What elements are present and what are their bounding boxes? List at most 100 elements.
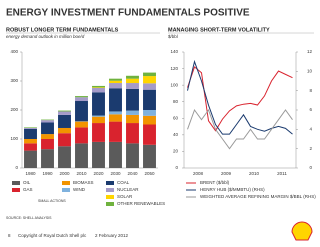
slide-title: ENERGY INVESTMENT FUNDAMENTALS POSITIVE	[6, 8, 250, 19]
bar-segment	[24, 150, 37, 168]
x-tick-label: 2010	[249, 171, 260, 176]
legend-label: WIND	[73, 187, 86, 192]
legend-swatch	[106, 188, 114, 192]
x-tick-label: 2010	[76, 171, 87, 176]
bar-segment	[126, 123, 139, 144]
y2-tick-label: 4	[309, 127, 312, 132]
legend-swatch	[106, 202, 114, 206]
bar-segment	[109, 114, 122, 122]
bar-segment	[92, 85, 105, 88]
legend-label: SOLAR	[117, 194, 133, 199]
legend-label: NUCLEAR	[117, 187, 139, 192]
bar-segment	[24, 127, 37, 128]
y-tick-label: 0	[15, 165, 18, 170]
annotation: SMALL ACTIONS	[38, 199, 66, 203]
bar-segment	[58, 133, 71, 147]
bar-segment	[109, 121, 122, 142]
legend-swatch	[106, 195, 114, 199]
legend-label: OIL	[23, 180, 31, 185]
chart-subtitle: energy demand outlook in million boe/d	[6, 34, 85, 39]
legend-swatch	[106, 181, 114, 185]
x-tick-label: 2000	[59, 171, 70, 176]
bar-segment	[24, 128, 37, 139]
legend-label: BRENT ($/bbl)	[200, 180, 230, 185]
x-tick-label: 2030	[110, 171, 121, 176]
x-tick-label: 2050	[144, 171, 155, 176]
x-tick-label: 1990	[42, 171, 53, 176]
bar-segment	[75, 127, 88, 144]
bar-segment	[109, 111, 122, 115]
legend-swatch	[62, 181, 70, 185]
bar-segment	[75, 143, 88, 168]
bar-segment	[58, 114, 71, 128]
y2-tick-label: 0	[309, 165, 312, 170]
bar-segment	[58, 111, 71, 115]
line	[187, 108, 293, 150]
source: SOURCE: SHELL ANALYSIS	[6, 216, 52, 220]
bar-segment	[126, 78, 139, 84]
bar-segment	[75, 101, 88, 122]
bar-segment	[143, 89, 156, 110]
y-tick-label: 100	[170, 82, 178, 87]
legend-swatch	[12, 188, 20, 192]
bar-segment	[126, 143, 139, 168]
x-tick-label: 1980	[25, 171, 36, 176]
bar-segment	[143, 124, 156, 145]
bar-segment	[24, 139, 37, 144]
y-tick-label: 40	[173, 132, 179, 137]
chart-title: MANAGING SHORT-TERM VOLATILITY	[168, 27, 270, 33]
bar-segment	[24, 143, 37, 151]
bar-segment	[92, 115, 105, 117]
y2-tick-label: 6	[309, 107, 312, 112]
bar-segment	[109, 88, 122, 112]
bar-segment	[41, 134, 54, 139]
y-tick-label: 300	[10, 78, 18, 83]
bar-segment	[24, 127, 37, 129]
page-number: 8	[8, 233, 11, 238]
y2-tick-label: 12	[307, 49, 313, 54]
bar-segment	[58, 110, 71, 112]
bar-segment	[126, 114, 139, 124]
x-tick-label: 2011	[277, 171, 287, 176]
legend-label: HENRY HUB ($/MMBTU) (RHS)	[200, 187, 265, 192]
bar-segment	[75, 121, 88, 128]
y2-tick-label: 8	[309, 88, 312, 93]
y2-tick-label: 10	[307, 69, 313, 74]
bar-segment	[75, 97, 88, 102]
bar-segment	[41, 120, 54, 123]
bar-segment	[92, 123, 105, 142]
x-tick-label: 2020	[93, 171, 104, 176]
axis-label: $/bbl	[168, 34, 178, 39]
y-tick-label: 200	[10, 107, 18, 112]
legend-label: GAS	[23, 187, 33, 192]
bar-segment	[41, 149, 54, 168]
bar-segment	[92, 141, 105, 168]
bar-segment	[58, 146, 71, 168]
bar-segment	[126, 83, 139, 89]
bar-segment	[75, 96, 88, 98]
bar-segment	[143, 115, 156, 125]
bar-segment	[41, 122, 54, 135]
y-tick-label: 100	[10, 136, 18, 141]
bar-segment	[109, 83, 122, 89]
chart-title: ROBUST LONGER TERM FUNDAMENTALS	[6, 27, 119, 33]
line	[187, 66, 293, 132]
bar-segment	[143, 110, 156, 116]
bar-segment	[143, 76, 156, 84]
y-tick-label: 20	[173, 149, 179, 154]
y-tick-label: 140	[170, 49, 178, 54]
legend-swatch	[62, 188, 70, 192]
legend-label: COAL	[117, 180, 130, 185]
legend-swatch	[12, 181, 20, 185]
bar-segment	[143, 72, 156, 77]
bar-segment	[126, 88, 139, 111]
bar-segment	[92, 87, 105, 93]
shell-logo	[291, 221, 313, 241]
legend-label: OTHER RENEWABLES	[117, 201, 165, 206]
y-tick-label: 0	[175, 165, 178, 170]
bar-segment	[109, 80, 122, 84]
bar-segment	[92, 116, 105, 124]
bar-segment	[126, 75, 139, 79]
x-tick-label: 2009	[221, 171, 232, 176]
